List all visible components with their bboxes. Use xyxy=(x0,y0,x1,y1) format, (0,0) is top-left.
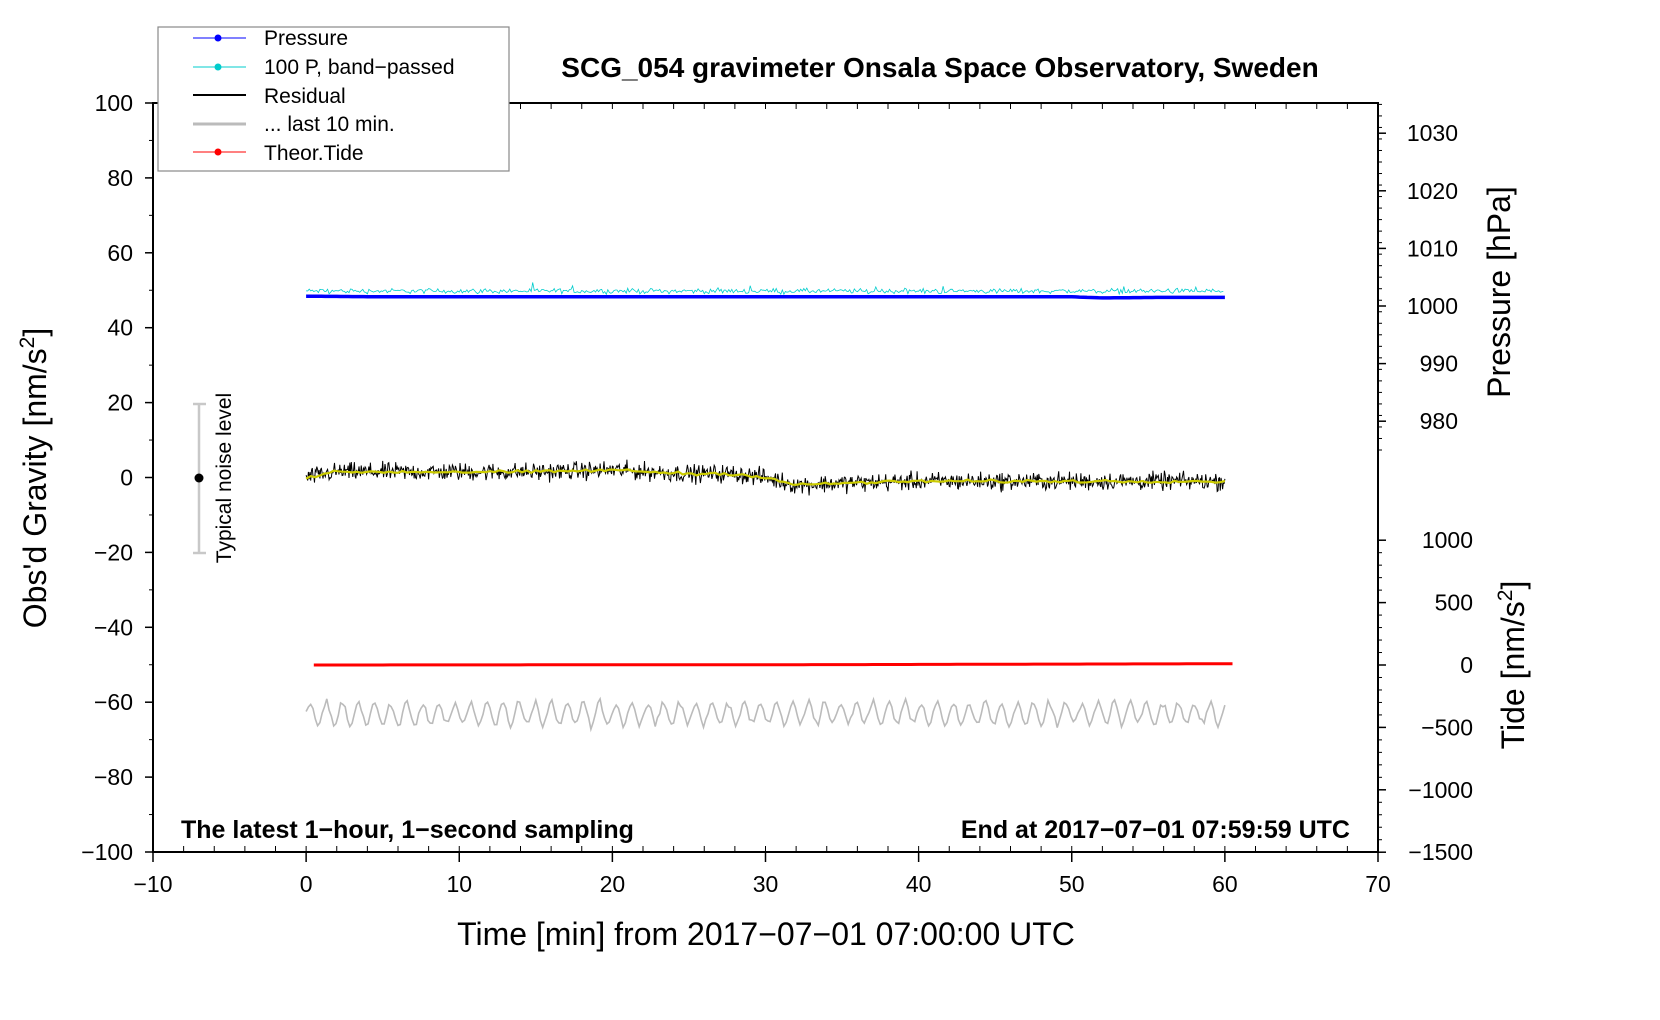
x-tick-label: −10 xyxy=(133,871,172,897)
y-tick-label: 100 xyxy=(95,90,133,116)
tide-tick-label: −1000 xyxy=(1408,777,1473,803)
x-tick-label: 10 xyxy=(446,871,472,897)
pressure-tick-label: 1010 xyxy=(1407,235,1458,261)
y-tick-label: 40 xyxy=(107,315,133,341)
legend-last-10-min: ... last 10 min. xyxy=(193,113,395,136)
tide-tick-label: −500 xyxy=(1421,714,1473,740)
series-theor-tide xyxy=(313,662,1233,667)
x-tick-label: 70 xyxy=(1365,871,1391,897)
svg-text:Theor.Tide: Theor.Tide xyxy=(264,142,364,165)
legend-pressure: Pressure xyxy=(193,27,348,50)
noise-level-indicator: Typical noise level xyxy=(193,393,236,563)
svg-text:Residual: Residual xyxy=(264,85,346,108)
series-layer xyxy=(305,282,1233,733)
y-axis-label-left: Obs'd Gravity [nm/s2] xyxy=(16,328,53,629)
tide-tick-label: 1000 xyxy=(1422,527,1473,553)
svg-text:Pressure: Pressure xyxy=(264,27,348,50)
series-residual-smoothed xyxy=(305,468,1226,486)
pressure-tick-label: 990 xyxy=(1420,351,1458,377)
series-band-passed-pressure xyxy=(306,282,1224,296)
annotation-end-time: End at 2017−07−01 07:59:59 UTC xyxy=(961,816,1350,844)
x-tick-label: 60 xyxy=(1212,871,1238,897)
tide-tick-label: −1500 xyxy=(1408,839,1473,865)
legend-theor-tide: Theor.Tide xyxy=(193,142,364,165)
legend-band-passed: 100 P, band−passed xyxy=(193,56,455,79)
legend: Pressure 100 P, band−passed Residual ...… xyxy=(157,26,510,172)
y-axis-label-tide: Tide [nm/s2] xyxy=(1494,581,1531,750)
series-residual xyxy=(305,459,1226,496)
pressure-tick-label: 1000 xyxy=(1407,293,1458,319)
y-tick-label: −40 xyxy=(94,614,133,640)
y-tick-label: 0 xyxy=(120,465,133,491)
axes-layer: −10 0 10 20 30 40 50 60 70−100−80−60−40−20020406… xyxy=(81,90,1473,897)
x-tick-label: 40 xyxy=(906,871,932,897)
tide-tick-label: 500 xyxy=(1435,590,1473,616)
legend-residual: Residual xyxy=(193,85,346,108)
y-tick-label: 60 xyxy=(107,240,133,266)
pressure-tick-label: 1030 xyxy=(1407,120,1458,146)
y-tick-label: 20 xyxy=(107,390,133,416)
x-tick-label: 0 xyxy=(300,871,313,897)
y-tick-label: −20 xyxy=(94,539,133,565)
pressure-tick-label: 1020 xyxy=(1407,178,1458,204)
svg-text:... last 10 min.: ... last 10 min. xyxy=(264,113,395,136)
x-tick-label: 50 xyxy=(1059,871,1085,897)
y-tick-label: −100 xyxy=(81,839,133,865)
tide-tick-label: 0 xyxy=(1460,652,1473,678)
annotation-sampling: The latest 1−hour, 1−second sampling xyxy=(181,816,634,844)
x-axis-label: Time [min] from 2017−07−01 07:00:00 UTC xyxy=(457,916,1075,952)
y-tick-label: −60 xyxy=(94,689,133,715)
noise-level-label: Typical noise level xyxy=(213,393,236,563)
svg-text:100 P, band−passed: 100 P, band−passed xyxy=(264,56,455,79)
y-tick-label: 80 xyxy=(107,165,133,191)
chart-title: SCG_054 gravimeter Onsala Space Observat… xyxy=(561,52,1318,83)
pressure-tick-label: 980 xyxy=(1420,408,1458,434)
x-tick-label: 30 xyxy=(753,871,779,897)
series-last-10-min xyxy=(305,696,1226,733)
y-tick-label: −80 xyxy=(94,764,133,790)
series-pressure xyxy=(306,294,1225,300)
x-tick-label: 20 xyxy=(600,871,626,897)
y-axis-label-pressure: Pressure [hPa] xyxy=(1481,186,1517,398)
